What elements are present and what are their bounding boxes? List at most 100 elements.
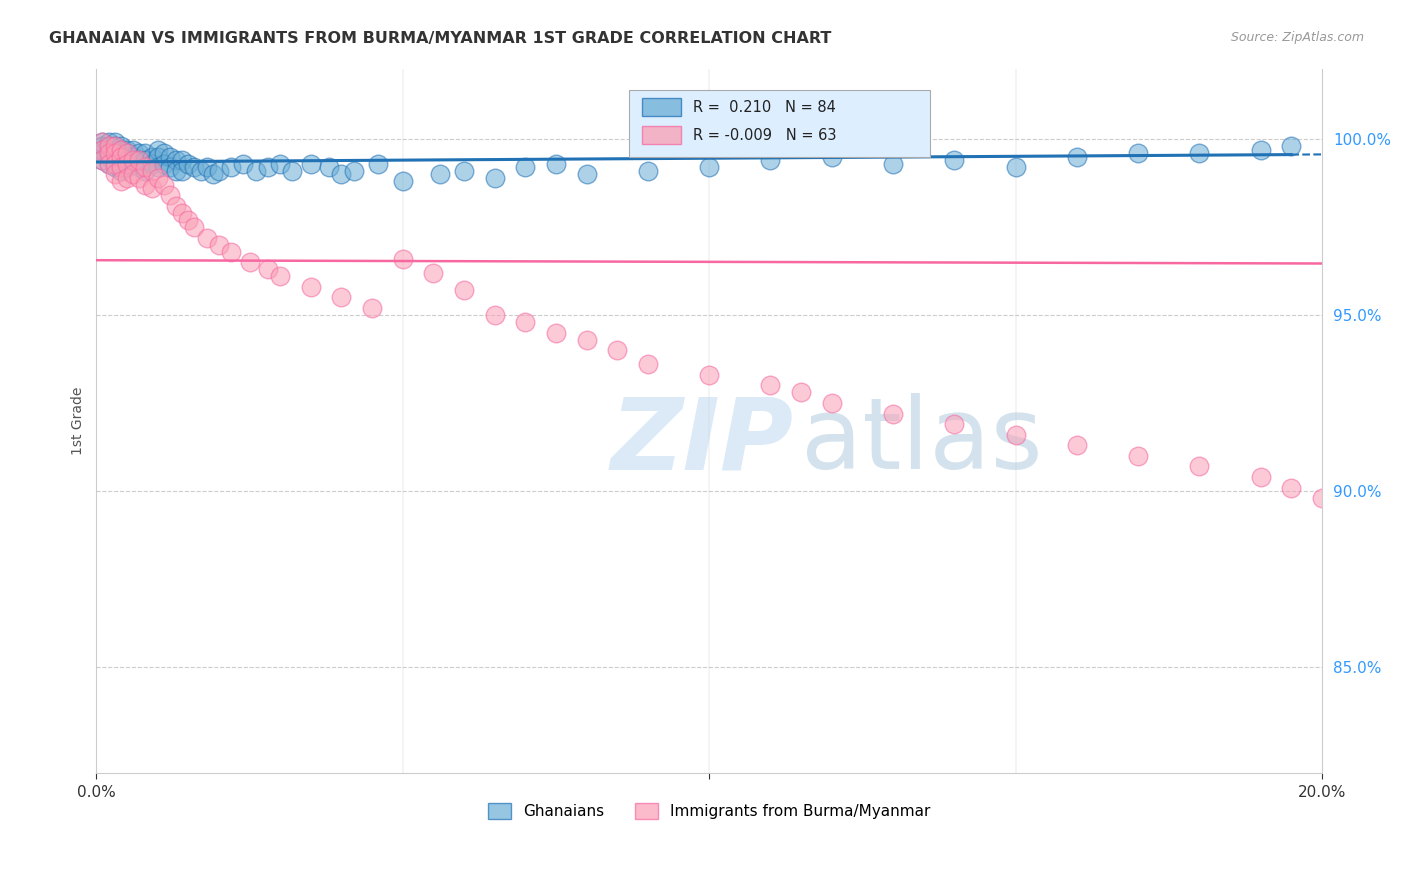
Point — [232, 156, 254, 170]
Point — [453, 284, 475, 298]
Point — [134, 178, 156, 192]
Point — [104, 150, 127, 164]
Point — [146, 150, 169, 164]
Point — [484, 170, 506, 185]
Point — [104, 143, 127, 157]
Point — [115, 146, 138, 161]
Point — [361, 301, 384, 315]
Point — [97, 156, 120, 170]
Point — [299, 280, 322, 294]
Point — [122, 167, 145, 181]
Point — [91, 136, 114, 150]
Point — [1066, 150, 1088, 164]
Point — [367, 156, 389, 170]
Point — [141, 181, 163, 195]
Point — [269, 269, 291, 284]
Point — [122, 156, 145, 170]
Point — [97, 139, 120, 153]
Point — [110, 156, 132, 170]
Point — [821, 396, 844, 410]
Point — [97, 146, 120, 161]
Point — [1066, 438, 1088, 452]
Point — [453, 163, 475, 178]
Point — [134, 146, 156, 161]
Point — [115, 170, 138, 185]
Point — [165, 163, 187, 178]
Point — [97, 136, 120, 150]
Point — [172, 153, 194, 167]
Point — [790, 385, 813, 400]
Point — [159, 160, 181, 174]
Point — [1126, 449, 1149, 463]
Point — [104, 136, 127, 150]
Point — [104, 146, 127, 161]
Point — [515, 315, 537, 329]
Point — [115, 156, 138, 170]
Point — [110, 174, 132, 188]
Point — [1188, 146, 1211, 161]
Point — [122, 143, 145, 157]
Point — [238, 255, 260, 269]
Point — [544, 156, 567, 170]
Point — [110, 150, 132, 164]
Point — [152, 146, 174, 161]
Point — [821, 150, 844, 164]
Point — [97, 156, 120, 170]
Point — [1126, 146, 1149, 161]
Point — [146, 170, 169, 185]
Point — [159, 188, 181, 202]
Point — [152, 156, 174, 170]
Point — [152, 178, 174, 192]
Point — [484, 308, 506, 322]
Point — [110, 143, 132, 157]
Point — [146, 160, 169, 174]
Point — [177, 213, 200, 227]
Point — [91, 153, 114, 167]
Point — [128, 153, 150, 167]
Point — [943, 153, 966, 167]
Point — [195, 160, 218, 174]
Point — [141, 156, 163, 170]
Text: R =  0.210   N = 84: R = 0.210 N = 84 — [693, 100, 837, 115]
Point — [183, 219, 205, 234]
Point — [1310, 491, 1333, 505]
Text: atlas: atlas — [801, 393, 1043, 491]
Point — [172, 163, 194, 178]
Point — [219, 160, 242, 174]
Point — [1279, 139, 1302, 153]
Point — [122, 150, 145, 164]
Point — [128, 170, 150, 185]
Text: ZIP: ZIP — [612, 393, 794, 491]
Point — [1279, 481, 1302, 495]
Point — [245, 163, 267, 178]
Point — [97, 146, 120, 161]
Point — [1250, 470, 1272, 484]
Point — [91, 143, 114, 157]
FancyBboxPatch shape — [641, 98, 681, 116]
Point — [104, 139, 127, 153]
Point — [219, 244, 242, 259]
Point — [146, 143, 169, 157]
Point — [128, 146, 150, 161]
Point — [115, 146, 138, 161]
Point — [141, 150, 163, 164]
Point — [134, 163, 156, 178]
Point — [91, 136, 114, 150]
Point — [91, 143, 114, 157]
Point — [882, 407, 904, 421]
Point — [257, 262, 280, 277]
Point — [165, 199, 187, 213]
Legend: Ghanaians, Immigrants from Burma/Myanmar: Ghanaians, Immigrants from Burma/Myanmar — [482, 797, 936, 825]
Point — [134, 160, 156, 174]
Point — [1004, 160, 1026, 174]
Point — [759, 378, 782, 392]
Point — [759, 153, 782, 167]
Point — [110, 150, 132, 164]
Text: R = -0.009   N = 63: R = -0.009 N = 63 — [693, 128, 837, 143]
Point — [318, 160, 340, 174]
Point — [97, 150, 120, 164]
Point — [943, 417, 966, 432]
Point — [115, 143, 138, 157]
Point — [110, 163, 132, 178]
Point — [1250, 143, 1272, 157]
